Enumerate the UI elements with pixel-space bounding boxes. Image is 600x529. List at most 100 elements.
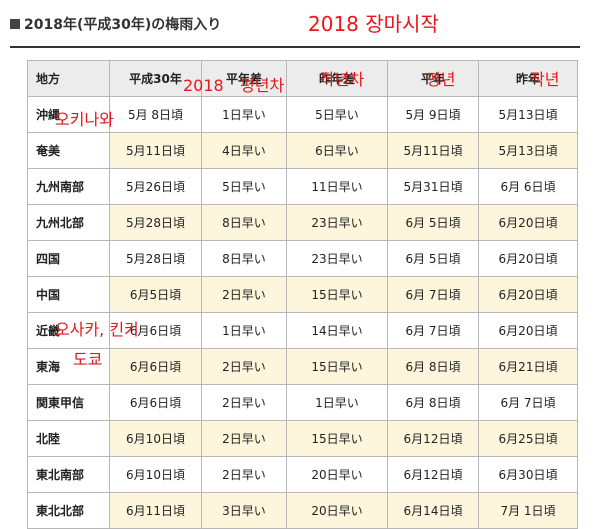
table-row: 関東甲信 6月6日頃 2日早い 1日早い 6月 8日頃 6月 7日頃 [27,384,578,421]
table-row: 奄美 5月11日頃 4日早い 6日早い 5月11日頃 5月13日頃 [27,132,578,169]
table-cell: 6月20日頃 [478,276,578,313]
region-cell: 中国 [27,276,110,313]
table-cell: 1日早い [201,312,287,349]
table-cell: 20日早い [286,456,388,493]
annotation-lastyear: 작년 [530,70,560,89]
table-cell: 6月5日頃 [109,276,202,313]
table-cell: 2日早い [201,348,287,385]
region-cell: 九州南部 [27,168,110,205]
page-title: 2018年(平成30年)の梅雨入り [10,14,221,34]
table-cell: 6月20日頃 [478,240,578,277]
table-cell: 5月 8日頃 [109,96,202,133]
table-cell: 5月28日頃 [109,204,202,241]
table-cell: 6月6日頃 [109,312,202,349]
table-cell: 5月13日頃 [478,132,578,169]
table-cell: 6月30日頃 [478,456,578,493]
table-cell: 8日早い [201,240,287,277]
table-cell: 6月11日頃 [109,492,202,529]
table-cell: 1日早い [201,96,287,133]
annotation-2018: 2018 [183,76,224,95]
table-cell: 6月20日頃 [478,204,578,241]
table-cell: 6月20日頃 [478,312,578,349]
table-cell: 6月25日頃 [478,420,578,457]
table-cell: 6月 8日頃 [387,384,479,421]
table-cell: 2日早い [201,420,287,457]
table-cell: 15日早い [286,348,388,385]
table-cell: 14日早い [286,312,388,349]
table-cell: 6月14日頃 [387,492,479,529]
table-cell: 11日早い [286,168,388,205]
table-cell: 15日早い [286,276,388,313]
table-cell: 6月 8日頃 [387,348,479,385]
korean-title-annotation: 2018 장마시작 [308,12,439,36]
table-cell: 23日早い [286,240,388,277]
table-cell: 6月 5日頃 [387,204,479,241]
table-row: 沖縄 5月 8日頃 1日早い 5日早い 5月 9日頃 5月13日頃 [27,96,578,133]
table-row: 近畿 6月6日頃 1日早い 14日早い 6月 7日頃 6月20日頃 [27,312,578,349]
table-cell: 6月 7日頃 [478,384,578,421]
table-cell: 5月28日頃 [109,240,202,277]
region-cell: 近畿 [27,312,110,349]
table-cell: 1日早い [286,384,388,421]
table-cell: 6月10日頃 [109,420,202,457]
region-cell: 九州北部 [27,204,110,241]
region-cell: 四国 [27,240,110,277]
table-row: 中国 6月5日頃 2日早い 15日早い 6月 7日頃 6月20日頃 [27,276,578,313]
region-cell: 北陸 [27,420,110,457]
table-row: 九州南部 5月26日頃 5日早い 11日早い 5月31日頃 6月 6日頃 [27,168,578,205]
table-cell: 2日早い [201,384,287,421]
annotation-osaka-kinki: 오사카, 킨키 [55,320,139,339]
column-header-region: 地方 [27,60,110,97]
annotation-normal-diff: 평년차 [240,76,285,95]
table-cell: 6月 7日頃 [387,276,479,313]
table-cell: 4日早い [201,132,287,169]
table-cell: 6月 5日頃 [387,240,479,277]
table-cell: 5日早い [201,168,287,205]
table-cell: 5日早い [286,96,388,133]
page-title-text: 2018年(平成30年)の梅雨入り [24,17,222,33]
table-cell: 2日早い [201,456,287,493]
table-row: 東北北部 6月11日頃 3日早い 20日早い 6月14日頃 7月 1日頃 [27,492,578,529]
table-cell: 6月12日頃 [387,420,479,457]
table-cell: 6日早い [286,132,388,169]
column-header-2018: 平成30年 [109,60,202,97]
table-cell: 5月11日頃 [109,132,202,169]
table-row: 北陸 6月10日頃 2日早い 15日早い 6月12日頃 6月25日頃 [27,420,578,457]
table-row: 九州北部 5月28日頃 8日早い 23日早い 6月 5日頃 6月20日頃 [27,204,578,241]
table-cell: 23日早い [286,204,388,241]
table-header-row: 地方 平成30年 平年差 昨年差 平年 昨年 [27,60,578,97]
table-cell: 5月31日頃 [387,168,479,205]
region-cell: 東北北部 [27,492,110,529]
annotation-lastyear-diff: 작년차 [320,70,365,89]
table-cell: 6月12日頃 [387,456,479,493]
table-row: 東海 6月6日頃 2日早い 15日早い 6月 8日頃 6月21日頃 [27,348,578,385]
rainy-season-table: 地方 平成30年 平年差 昨年差 平年 昨年 沖縄 5月 8日頃 1日早い 5日… [27,60,578,529]
annotation-okinawa: 오키나와 [55,110,114,129]
table-cell: 7月 1日頃 [478,492,578,529]
table-cell: 15日早い [286,420,388,457]
region-cell: 沖縄 [27,96,110,133]
page-header: 2018年(平成30年)の梅雨入り [10,0,580,48]
region-cell: 東北南部 [27,456,110,493]
table-row: 四国 5月28日頃 8日早い 23日早い 6月 5日頃 6月20日頃 [27,240,578,277]
column-header-lastyear: 昨年 [478,60,578,97]
table-cell: 6月 6日頃 [478,168,578,205]
table-cell: 5月13日頃 [478,96,578,133]
table-cell: 3日早い [201,492,287,529]
table-cell: 6月10日頃 [109,456,202,493]
table-cell: 6月6日頃 [109,384,202,421]
table-cell: 6月 7日頃 [387,312,479,349]
region-cell: 関東甲信 [27,384,110,421]
table-cell: 6月21日頃 [478,348,578,385]
table-cell: 5月 9日頃 [387,96,479,133]
annotation-tokyo: 도쿄 [73,350,103,369]
table-cell: 20日早い [286,492,388,529]
table-row: 東北南部 6月10日頃 2日早い 20日早い 6月12日頃 6月30日頃 [27,456,578,493]
table-cell: 2日早い [201,276,287,313]
table-cell: 6月6日頃 [109,348,202,385]
region-cell: 奄美 [27,132,110,169]
square-bullet-icon [10,19,20,29]
table-cell: 5月11日頃 [387,132,479,169]
annotation-normal: 평년 [426,70,456,89]
table-cell: 5月26日頃 [109,168,202,205]
